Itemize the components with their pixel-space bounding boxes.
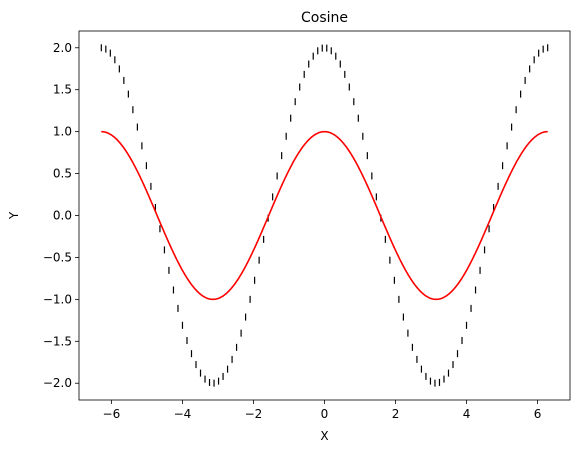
x-tick-label: 0 xyxy=(321,407,329,421)
y-tick-label: −1.5 xyxy=(43,334,72,348)
plot-frame xyxy=(79,31,570,400)
y-tick-label: −0.5 xyxy=(43,250,72,264)
x-tick-label: −6 xyxy=(103,407,121,421)
y-tick-label: 0.5 xyxy=(53,167,72,181)
y-tick-label: 1.5 xyxy=(53,83,72,97)
x-axis: −6 −4 −2 0 2 4 6 xyxy=(103,400,542,421)
y-tick-label: 2.0 xyxy=(53,41,72,55)
x-tick-label: 2 xyxy=(392,407,400,421)
x-tick-label: 6 xyxy=(534,407,542,421)
y-axis: −2.0 −1.5 −1.0 −0.5 0.0 0.5 1.0 1.5 2.0 xyxy=(43,41,79,390)
y-tick-label: −1.0 xyxy=(43,292,72,306)
x-tick-label: 4 xyxy=(463,407,471,421)
x-tick-label: −4 xyxy=(174,407,192,421)
x-axis-label: X xyxy=(320,429,328,443)
series-2cos-markers xyxy=(101,44,547,386)
chart-title: Cosine xyxy=(301,10,348,26)
y-tick-label: 1.0 xyxy=(53,125,72,139)
x-tick-label: −2 xyxy=(245,407,263,421)
series-cos-line xyxy=(101,132,547,300)
y-tick-label: 0.0 xyxy=(53,209,72,223)
plot-area xyxy=(101,44,547,386)
y-tick-label: −2.0 xyxy=(43,376,72,390)
y-axis-label: Y xyxy=(7,211,21,220)
